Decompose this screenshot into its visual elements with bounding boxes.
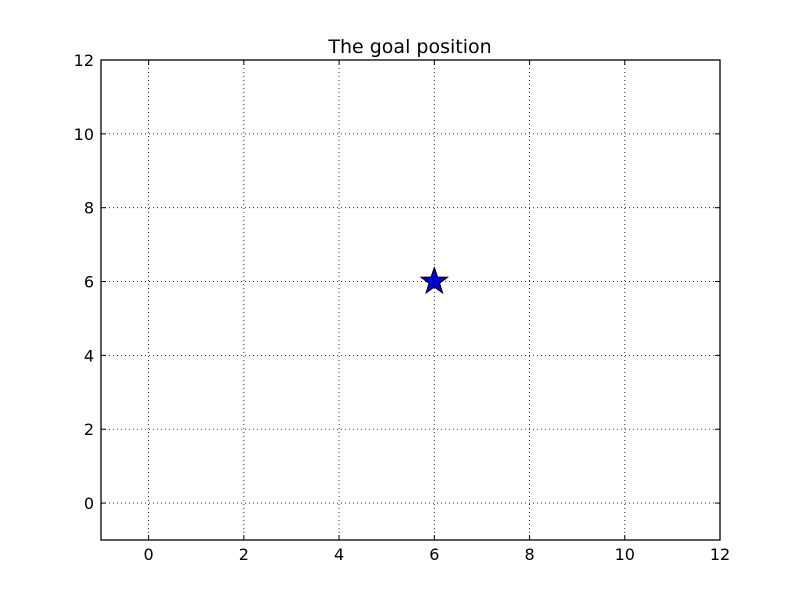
plot-frame <box>100 59 721 541</box>
goal-star-point <box>419 266 450 295</box>
grid <box>101 60 720 540</box>
y-tick-label: 12 <box>74 51 94 70</box>
x-tick-label: 12 <box>710 545 730 564</box>
x-tick-labels: 0 2 4 6 8 10 12 <box>144 545 731 564</box>
x-tick-label: 2 <box>239 545 249 564</box>
x-tick-label: 4 <box>334 545 344 564</box>
data-points <box>419 266 450 295</box>
x-tick-label: 0 <box>144 545 154 564</box>
y-tick-labels: 0 2 4 6 8 10 12 <box>74 51 94 513</box>
y-tick-label: 8 <box>84 199 94 218</box>
y-tick-label: 0 <box>84 494 94 513</box>
y-tick-label: 6 <box>84 273 94 292</box>
x-tick-label: 8 <box>524 545 534 564</box>
x-tick-label: 10 <box>615 545 635 564</box>
tick-marks <box>101 59 721 540</box>
y-tick-label: 2 <box>84 420 94 439</box>
y-tick-label: 10 <box>74 125 94 144</box>
x-tick-label: 6 <box>429 545 439 564</box>
y-tick-label: 4 <box>84 346 94 365</box>
chart-title: The goal position <box>327 36 491 58</box>
